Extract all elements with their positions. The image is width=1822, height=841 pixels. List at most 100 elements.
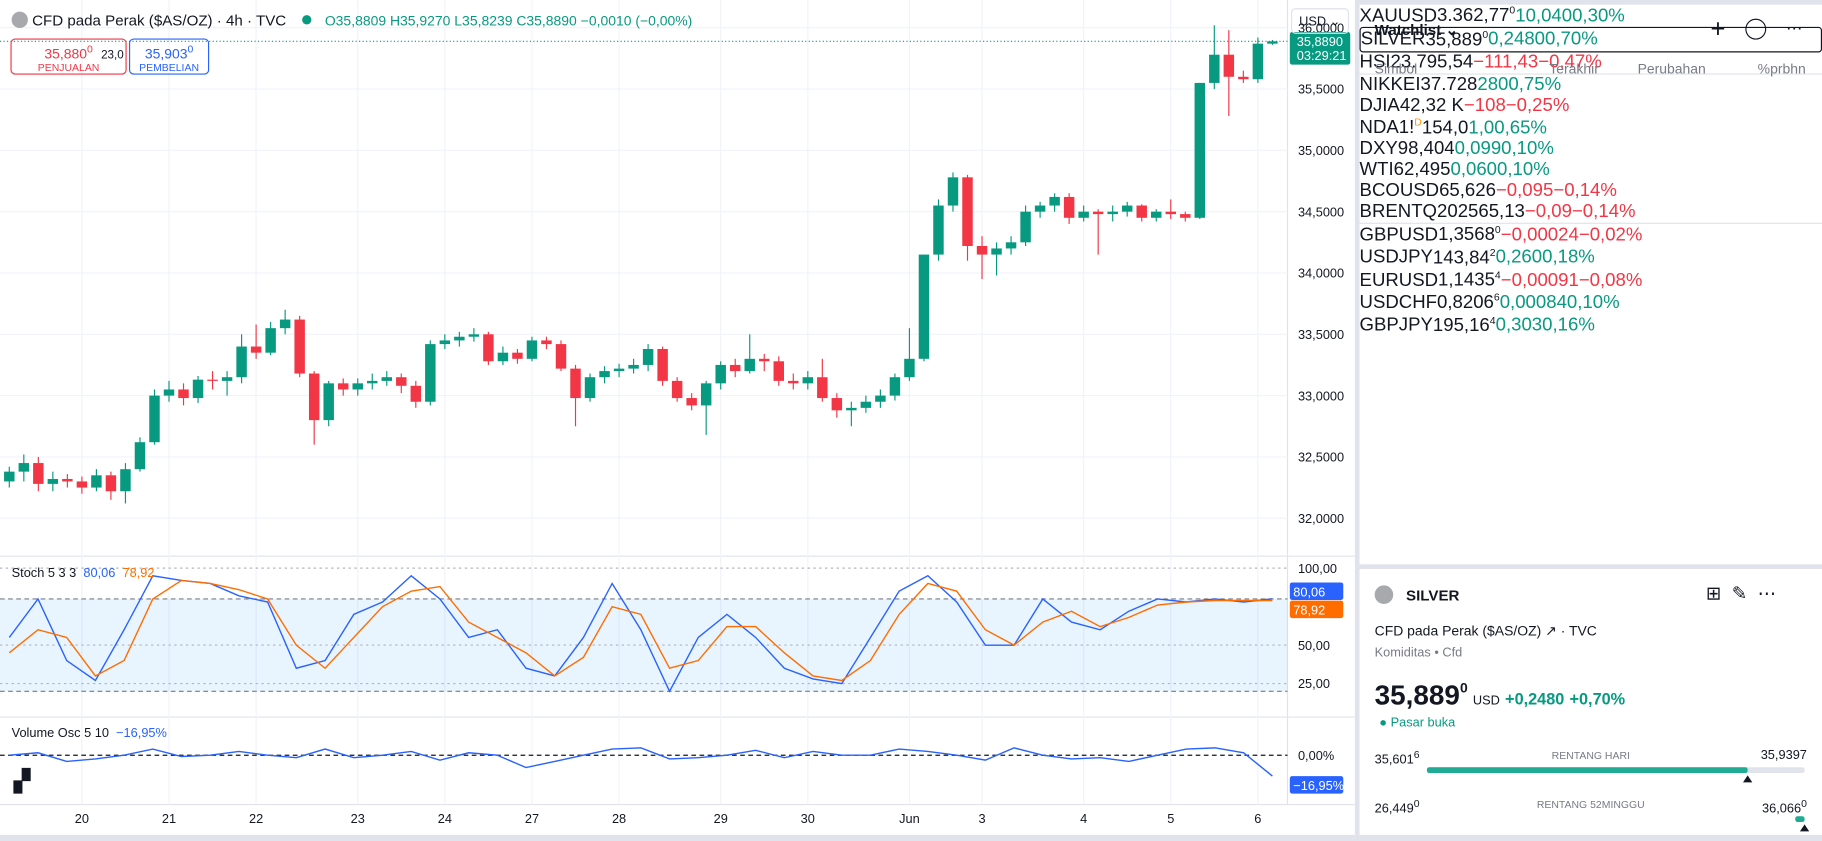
watchlist-row[interactable]: NIKKEI37.7282800,75%	[1359, 73, 1822, 95]
watchlist-row[interactable]: GBPJPY195,1640,3030,16%	[1360, 314, 1822, 337]
watchlist-row[interactable]: DXY98,4040,0990,10%	[1360, 139, 1822, 160]
candle-body	[207, 379, 218, 381]
pct: 0,75%	[1508, 74, 1562, 95]
candle-body	[18, 463, 30, 472]
change: −0,095	[1495, 180, 1554, 201]
change: −0,00024	[1500, 225, 1579, 246]
x-tick-label: 5	[1167, 811, 1174, 826]
more-button[interactable]: ⋯	[1785, 18, 1803, 38]
range-fill	[1795, 816, 1805, 823]
symbol: HSI	[1360, 52, 1391, 72]
candle-body	[1092, 211, 1104, 215]
candle-body	[788, 380, 799, 384]
pct: 0,10%	[1566, 293, 1620, 313]
details: SILVER ⊞ ✎ ⋯ CFD pada Perak ($AS/OZ) ↗ ·…	[1359, 569, 1822, 835]
details-name-line: CFD pada Perak ($AS/OZ) ↗ · TVC	[1374, 622, 1597, 639]
watchlist-row[interactable]: XAUUSD3.362,77010,0400,30%	[1360, 5, 1822, 28]
candle-body	[1078, 211, 1089, 218]
last-text: 143,84	[1432, 247, 1490, 268]
last-text: 154,0	[1421, 117, 1469, 138]
range-marker	[1799, 824, 1810, 832]
sell-sup: 0	[86, 43, 93, 55]
candle-body	[1049, 196, 1060, 206]
last: 143,842	[1432, 246, 1496, 268]
y-tick-label: 50,00	[1298, 638, 1330, 653]
sell-button[interactable]: 35,8800 PENJUALAN	[10, 38, 127, 75]
symbol: NDA1!D	[1359, 116, 1422, 138]
y-tick-label: 0,00%	[1298, 748, 1334, 763]
candle-body	[4, 471, 15, 482]
details-change: +0,2480	[1505, 689, 1565, 708]
candle-body	[584, 377, 596, 399]
currency-select[interactable]: USD ⌄	[1290, 8, 1350, 34]
value-tag-label: 80,06	[1293, 584, 1325, 599]
add-button[interactable]: +	[1710, 13, 1726, 44]
watchlist-row[interactable]: USDCHF0,820660,000840,10%	[1360, 291, 1822, 314]
symbol: USDCHF	[1360, 293, 1437, 313]
pct: 0,16%	[1542, 315, 1595, 336]
logo: ⁠▞	[13, 769, 31, 793]
currency: USD	[1299, 15, 1327, 30]
details-name: CFD pada Perak ($AS/OZ)	[1374, 622, 1542, 639]
vol-value: −16,95%	[116, 726, 167, 741]
watchlist-row[interactable]: SILVER35,88900,24800,70%	[1359, 27, 1822, 53]
watchlist-row[interactable]: DJIA42,32 K−108−0,25%	[1360, 95, 1822, 116]
candle-body	[700, 383, 712, 406]
watchlist-row[interactable]: GBPUSD1,35680−0,00024−0,02%	[1359, 222, 1822, 247]
candle-body	[1005, 242, 1017, 249]
watchlist-row[interactable]: USDJPY143,8420,2600,18%	[1360, 246, 1822, 269]
watchlist-row[interactable]: EURUSD1,14354−0,00091−0,08%	[1360, 269, 1822, 292]
last: 35,8890	[1425, 28, 1488, 50]
x-tick-label: 23	[351, 811, 365, 826]
candle-body	[468, 334, 480, 337]
watchlist: Watchlist ⌄ + ⋯ Simbol Terakhir Perubaha…	[1359, 4, 1822, 565]
symbol: GBPJPY	[1360, 316, 1433, 336]
symbol-text: NDA1!	[1359, 117, 1415, 138]
candle-body	[1063, 196, 1075, 218]
watchlist-row[interactable]: BRENTQ202565,13−0,09−0,14%	[1360, 202, 1822, 223]
symbol: DJIA	[1360, 95, 1400, 115]
range-high-text: 36,066	[1761, 801, 1802, 816]
watchlist-row[interactable]: NDA1!D154,01,00,65%	[1360, 116, 1822, 139]
pct: −0,08%	[1578, 270, 1643, 291]
candle-body	[831, 398, 843, 411]
last-sup: 4	[1489, 314, 1496, 326]
range-high: 35,9397	[1761, 749, 1807, 763]
chart-button[interactable]	[1745, 18, 1767, 40]
symbol-sup: D	[1414, 116, 1422, 128]
candle-body	[1165, 211, 1176, 215]
buy-button[interactable]: 35,9030 PEMBELIAN	[128, 38, 210, 75]
watchlist-title[interactable]: Watchlist ⌄	[1374, 20, 1459, 39]
last-text: 1,1435	[1438, 270, 1495, 291]
symbol-icon	[11, 11, 28, 28]
x-tick-label: 3	[978, 811, 985, 826]
watchlist-row[interactable]: HSI23.795,54−111,43−0,47%	[1360, 52, 1822, 73]
range-low-text: 26,449	[1374, 801, 1414, 816]
range-low-sup: 0	[1413, 797, 1420, 810]
candle-body	[410, 385, 422, 402]
range-low-sup: 6	[1413, 748, 1420, 761]
symbol-text: USDCHF	[1359, 293, 1438, 313]
candle-body	[337, 383, 349, 390]
details-tools[interactable]: ⊞ ✎ ⋯	[1705, 584, 1777, 604]
x-tick-label: 28	[612, 811, 626, 826]
col-last: Terakhir	[1549, 60, 1599, 77]
candle-body	[1194, 82, 1206, 218]
watchlist-row[interactable]: BCOUSD65,626−0,095−0,14%	[1360, 181, 1822, 202]
candle-body	[613, 368, 625, 372]
details-price: 35,889	[1374, 679, 1460, 712]
band-fill	[0, 598, 1288, 692]
y-tick-label: 32,5000	[1298, 450, 1344, 465]
candle-body	[483, 334, 494, 362]
symbol-text: DXY	[1359, 138, 1398, 159]
last: 65,626	[1439, 181, 1496, 201]
candle-body	[686, 398, 697, 406]
candle-body	[439, 340, 451, 345]
candle-body	[1180, 214, 1191, 218]
watchlist-row[interactable]: WTI62,4950,0600,10%	[1360, 160, 1822, 181]
indicator-line	[8, 579, 1273, 682]
candle-body	[134, 442, 146, 470]
change: −111,43	[1473, 52, 1539, 72]
last-sup: 0	[1509, 4, 1516, 17]
pct: −0,14%	[1553, 180, 1617, 201]
